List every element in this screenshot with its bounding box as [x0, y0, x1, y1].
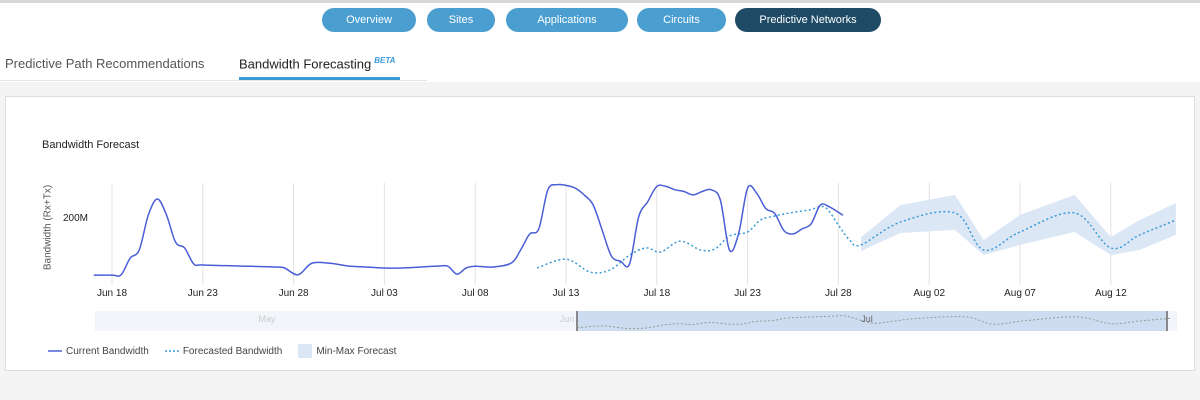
legend-current-bandwidth[interactable]: Current Bandwidth [48, 346, 149, 357]
top-border [0, 0, 1200, 3]
nav-predictive-networks-button[interactable]: Predictive Networks [735, 8, 881, 32]
forecasted-bandwidth-line [537, 205, 1177, 274]
legend-label: Forecasted Bandwidth [182, 345, 283, 357]
x-tick-label: Jul 03 [371, 288, 398, 299]
nav-overview-button[interactable]: Overview [322, 8, 416, 32]
tab-predictive-path-recommendations[interactable]: Predictive Path Recommendations [5, 56, 204, 71]
navigator-label: May [258, 314, 276, 324]
current-bandwidth-line [93, 183, 844, 277]
min-max-forecast-band [861, 194, 1176, 256]
x-tick-label: Jul 08 [462, 288, 489, 299]
legend-label: Current Bandwidth [66, 345, 149, 357]
tab-divider [0, 80, 427, 81]
x-tick-label: Aug 07 [1004, 288, 1036, 299]
navigator-series-line [577, 315, 1172, 330]
nav-applications-button[interactable]: Applications [506, 8, 628, 32]
legend-forecasted-bandwidth[interactable]: Forecasted Bandwidth [164, 345, 283, 357]
x-tick-label: Aug 02 [913, 288, 945, 299]
band-swatch-icon [298, 344, 313, 358]
tab-label: Bandwidth Forecasting [239, 56, 372, 72]
chart-title: Bandwidth Forecast [42, 139, 140, 151]
y-tick-label: 200M [63, 213, 88, 224]
navigator-label: Jun [560, 314, 575, 324]
x-tick-label: Jun 23 [188, 288, 218, 299]
x-tick-label: Jun 28 [279, 288, 309, 299]
tab-label: Predictive Path Recommendations [5, 56, 205, 71]
beta-badge: BETA [374, 56, 396, 65]
legend-min-max-forecast[interactable]: Min-Max Forecast [298, 344, 396, 358]
nav-circuits-button[interactable]: Circuits [637, 8, 726, 32]
x-tick-label: Jun 18 [97, 288, 127, 299]
x-tick-label: Jul 13 [553, 288, 580, 299]
navigator-selection [577, 311, 1167, 331]
chart-legend: Current Bandwidth Forecasted Bandwidth M… [48, 344, 396, 358]
active-tab-indicator [239, 77, 400, 80]
tab-bandwidth-forecasting[interactable]: Bandwidth Forecasting BETA [239, 56, 395, 71]
x-tick-label: Aug 12 [1095, 288, 1127, 299]
legend-label: Min-Max Forecast [316, 345, 397, 357]
navigator-label: Jul [861, 314, 873, 324]
solid-line-icon [48, 350, 62, 352]
dotted-line-icon [164, 350, 179, 352]
nav-sites-button[interactable]: Sites [427, 8, 495, 32]
x-tick-label: Jul 28 [825, 288, 852, 299]
x-tick-label: Jul 18 [643, 288, 670, 299]
x-tick-label: Jul 23 [734, 288, 761, 299]
